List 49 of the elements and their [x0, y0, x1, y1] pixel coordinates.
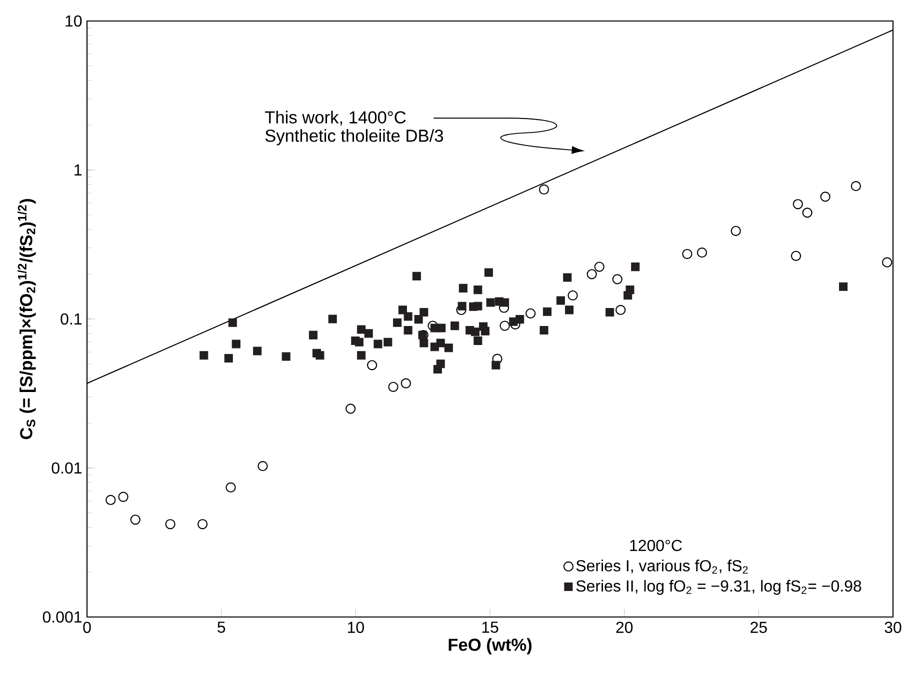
point — [802, 208, 812, 218]
point — [820, 192, 830, 202]
y-tick-label: 0.001 — [42, 611, 82, 623]
point — [696, 248, 708, 258]
point — [400, 378, 411, 388]
point — [538, 184, 550, 195]
point — [258, 461, 268, 472]
text: C$_{S}$ (= [S/ppm]×(fO$_{2}$)$^{1/2}$/(fS$_{2}$)$^{1/2}$) — [18, 199, 36, 440]
y-tick-label: 0.1 — [60, 313, 82, 325]
x-tick-label: 10 — [348, 622, 364, 634]
point — [594, 262, 604, 272]
point — [165, 519, 176, 530]
point — [492, 354, 502, 364]
point — [790, 250, 802, 262]
point — [428, 320, 438, 331]
point — [882, 257, 892, 268]
x-tick-label: 0 — [83, 622, 91, 634]
x-tick-label: 5 — [218, 622, 226, 633]
point — [366, 360, 378, 370]
point — [682, 248, 692, 260]
point — [106, 494, 116, 506]
legend-title: 1200°C — [630, 540, 682, 552]
point — [526, 308, 536, 318]
x-tick-label: 25 — [750, 622, 767, 634]
point — [612, 274, 622, 284]
point — [500, 320, 510, 331]
point — [568, 290, 578, 300]
legend-label: Series I, various fO$_{2}$, fS$_{2}$ — [576, 560, 748, 574]
point — [130, 514, 140, 525]
point — [730, 226, 741, 236]
annotation: This work, 1400°C — [264, 110, 406, 126]
annotation: Synthetic tholeiite DB/3 — [265, 129, 444, 146]
y-tick-label: 1 — [74, 164, 82, 176]
point — [197, 519, 208, 530]
point — [792, 199, 803, 210]
point — [616, 304, 626, 316]
x-axis-title: FeO (wt%) — [448, 638, 532, 654]
x-tick-label: 30 — [884, 622, 902, 634]
point — [346, 404, 356, 414]
point — [586, 269, 597, 280]
point — [850, 181, 861, 192]
point — [388, 382, 398, 392]
x-tick-label: 20 — [616, 622, 633, 634]
x-tick-label: 15 — [482, 622, 498, 633]
point — [118, 492, 128, 502]
legend-label: Series II, log fO$_{2}$ = −9.31, log fS$_{2}$= −0.98 — [576, 580, 862, 595]
y-tick-label: 10 — [66, 15, 82, 27]
point — [226, 482, 236, 493]
y-tick-label: 0.01 — [52, 462, 82, 474]
